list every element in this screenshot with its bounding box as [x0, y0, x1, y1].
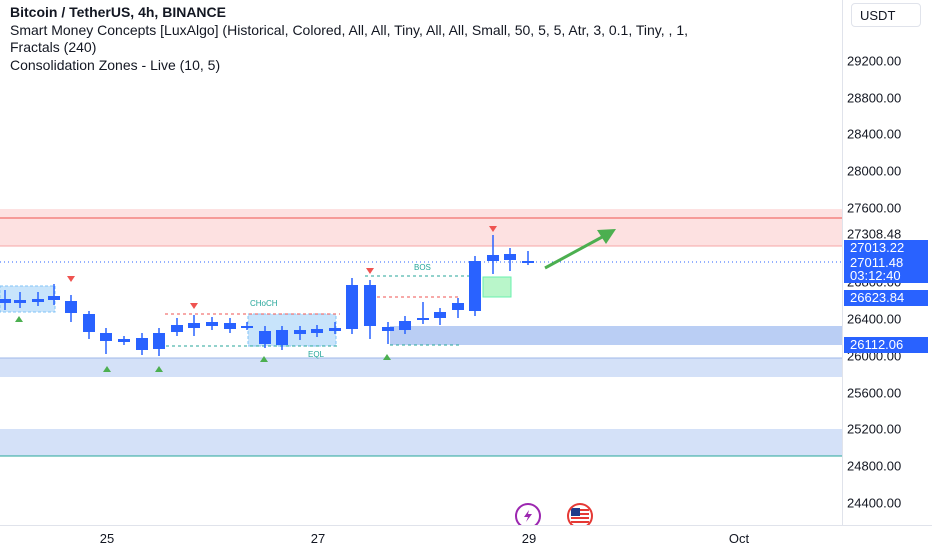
countdown-badge: 03:12:40	[844, 269, 928, 283]
time-label: 27	[310, 531, 326, 546]
price-tick: 24800.00	[847, 458, 902, 474]
price-tick: 25600.00	[847, 385, 902, 401]
candle-body	[311, 329, 323, 333]
candle-body	[48, 296, 60, 300]
price-tick: 26400.00	[847, 311, 902, 327]
supply-zone	[0, 209, 842, 246]
candle-body	[434, 312, 446, 318]
candle-body	[294, 330, 306, 334]
fractal-markers	[15, 226, 497, 372]
indicator-fractals[interactable]: Fractals (240)	[10, 39, 97, 55]
candle-body	[241, 326, 253, 328]
price-axis[interactable]: USDT 29200.00 28800.00 28400.00 28000.00…	[842, 0, 932, 525]
fractal-down-marker	[67, 276, 75, 282]
candle-body	[364, 285, 376, 326]
demand-zone-2	[0, 358, 842, 377]
time-label: 25	[99, 531, 115, 546]
candle-body	[469, 261, 481, 311]
candle-body	[100, 333, 112, 341]
indicator-smc[interactable]: Smart Money Concepts [LuxAlgo] (Historic…	[10, 21, 688, 38]
bos-label: BOS	[414, 263, 431, 272]
chart-canvas[interactable]: CHoCH BOS EQL	[0, 0, 842, 525]
time-axis[interactable]: 25 27 29 Oct	[0, 525, 932, 551]
demand-zone-1	[390, 326, 842, 345]
choch-label: CHoCH	[250, 299, 278, 308]
candle-body	[136, 338, 148, 350]
candle-series	[0, 235, 534, 356]
level-badge-1: 26623.84	[844, 290, 928, 306]
candle-body	[224, 323, 236, 329]
candle-body	[329, 328, 341, 331]
last-price-badge: 27011.48	[844, 255, 928, 270]
eql-label: EQL	[308, 350, 325, 359]
candle-body	[0, 299, 11, 303]
price-tick: 29200.00	[847, 53, 902, 69]
us-flag-icon[interactable]	[567, 503, 593, 529]
candle-body	[487, 255, 499, 261]
trend-arrow	[544, 229, 616, 270]
candle-body	[83, 314, 95, 332]
price-tick: 27600.00	[847, 200, 902, 216]
fractal-down-marker	[366, 268, 374, 274]
time-label: Oct	[728, 531, 750, 546]
candle-body	[382, 327, 394, 331]
price-tick: 28800.00	[847, 90, 902, 106]
candle-body	[504, 254, 516, 260]
candle-body	[417, 318, 429, 320]
symbol-title[interactable]: Bitcoin / TetherUS, 4h, BINANCE	[10, 4, 226, 20]
fractal-up-marker	[155, 366, 163, 372]
price-tick: 24400.00	[847, 495, 902, 511]
lightning-icon[interactable]	[515, 503, 541, 529]
chart-area[interactable]: CHoCH BOS EQL Bitcoin / TetherUS, 4h, BI…	[0, 0, 842, 529]
candle-body	[452, 303, 464, 310]
candle-body	[118, 339, 130, 342]
candle-body	[171, 325, 183, 332]
order-block-green	[482, 276, 512, 298]
fractal-up-marker	[103, 366, 111, 372]
candle-body	[206, 322, 218, 326]
price-tick: 28000.00	[847, 163, 902, 179]
candle-body	[153, 333, 165, 349]
candle-body	[522, 261, 534, 263]
candle-body	[399, 321, 411, 330]
chart-legend: Bitcoin / TetherUS, 4h, BINANCE Smart Mo…	[10, 4, 688, 74]
fractal-up-marker	[15, 316, 23, 322]
fractal-up-marker	[383, 354, 391, 360]
fractal-up-marker	[260, 356, 268, 362]
candle-body	[14, 300, 26, 303]
candle-body	[259, 331, 271, 344]
price-tick: 28400.00	[847, 126, 902, 142]
time-label: 29	[521, 531, 537, 546]
demand-zone-3	[0, 429, 842, 456]
currency-button[interactable]: USDT	[851, 3, 921, 27]
candle-body	[65, 301, 77, 313]
indicator-consolidation[interactable]: Consolidation Zones - Live (10, 5)	[10, 56, 221, 73]
fractal-down-marker	[489, 226, 497, 232]
level-badge-2: 26112.06	[844, 337, 928, 353]
candle-body	[188, 323, 200, 328]
candle-body	[276, 330, 288, 345]
price-tick: 25200.00	[847, 421, 902, 437]
candle-body	[32, 299, 44, 302]
current-price-badge: 27013.22	[844, 240, 928, 256]
fractal-down-marker	[190, 303, 198, 309]
candle-body	[346, 285, 358, 329]
price-tick: 27308.48	[847, 226, 902, 242]
